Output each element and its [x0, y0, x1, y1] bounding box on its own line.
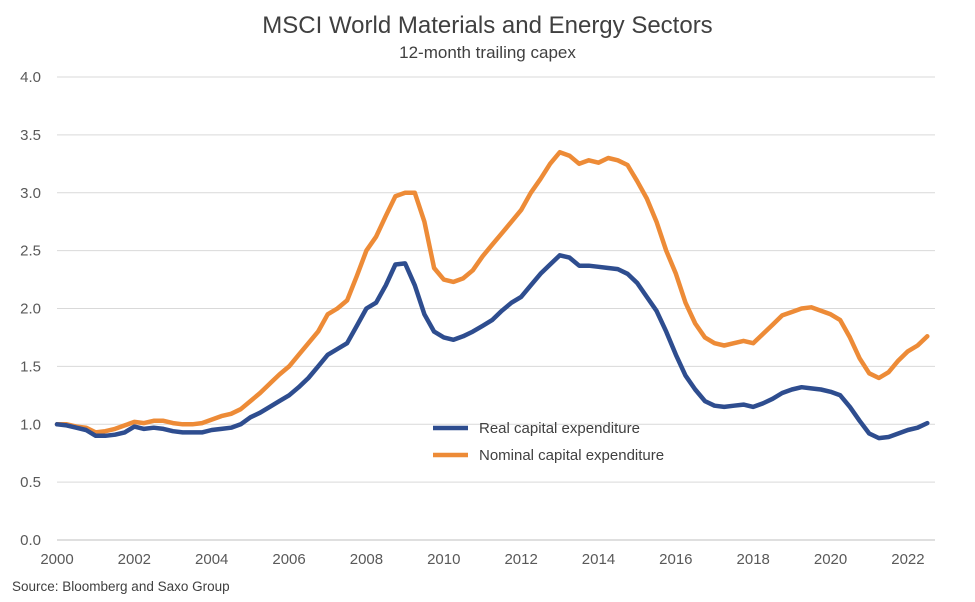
y-tick-label: 3.0 [20, 185, 41, 202]
x-tick-label: 2018 [737, 551, 770, 568]
x-tick-label: 2016 [659, 551, 692, 568]
x-tick-label: 2022 [891, 551, 924, 568]
source-note: Source: Bloomberg and Saxo Group [12, 579, 230, 594]
y-tick-label: 0.5 [20, 474, 41, 491]
legend: Real capital expenditure Nominal capital … [433, 420, 664, 464]
y-tick-label: 4.0 [20, 69, 41, 86]
legend-label-nominal-capital-expenditure: Nominal capital expenditure [479, 447, 664, 464]
y-tick-label: 1.5 [20, 358, 41, 375]
y-tick-label: 2.5 [20, 243, 41, 260]
x-tick-label: 2012 [504, 551, 537, 568]
x-axis-ticks: 2000 2002 2004 2006 2008 2010 2012 2014 2016 2018… [40, 551, 924, 568]
x-tick-label: 2020 [814, 551, 847, 568]
gridlines [57, 76, 935, 541]
y-tick-label: 3.5 [20, 127, 41, 144]
series-line-real-capital-expenditure [54, 253, 930, 441]
x-tick-label: 2010 [427, 551, 460, 568]
y-tick-label: 2.0 [20, 301, 41, 318]
y-axis-ticks: 0.0 0.5 1.0 1.5 2.0 2.5 3.0 3.5 4.0 [20, 69, 41, 549]
series-line-nominal-capital-expenditure [54, 149, 930, 435]
x-tick-label: 2006 [272, 551, 305, 568]
x-tick-label: 2008 [350, 551, 383, 568]
x-tick-label: 2000 [40, 551, 73, 568]
x-tick-label: 2014 [582, 551, 615, 568]
y-tick-label: 1.0 [20, 416, 41, 433]
chart-title: MSCI World Materials and Energy Sectors [262, 12, 713, 39]
x-tick-label: 2002 [118, 551, 151, 568]
x-tick-label: 2004 [195, 551, 228, 568]
series-lines [54, 149, 930, 441]
legend-label-real-capital-expenditure: Real capital expenditure [479, 420, 640, 437]
chart-subtitle: 12-month trailing capex [399, 43, 576, 62]
y-tick-label: 0.0 [20, 532, 41, 549]
